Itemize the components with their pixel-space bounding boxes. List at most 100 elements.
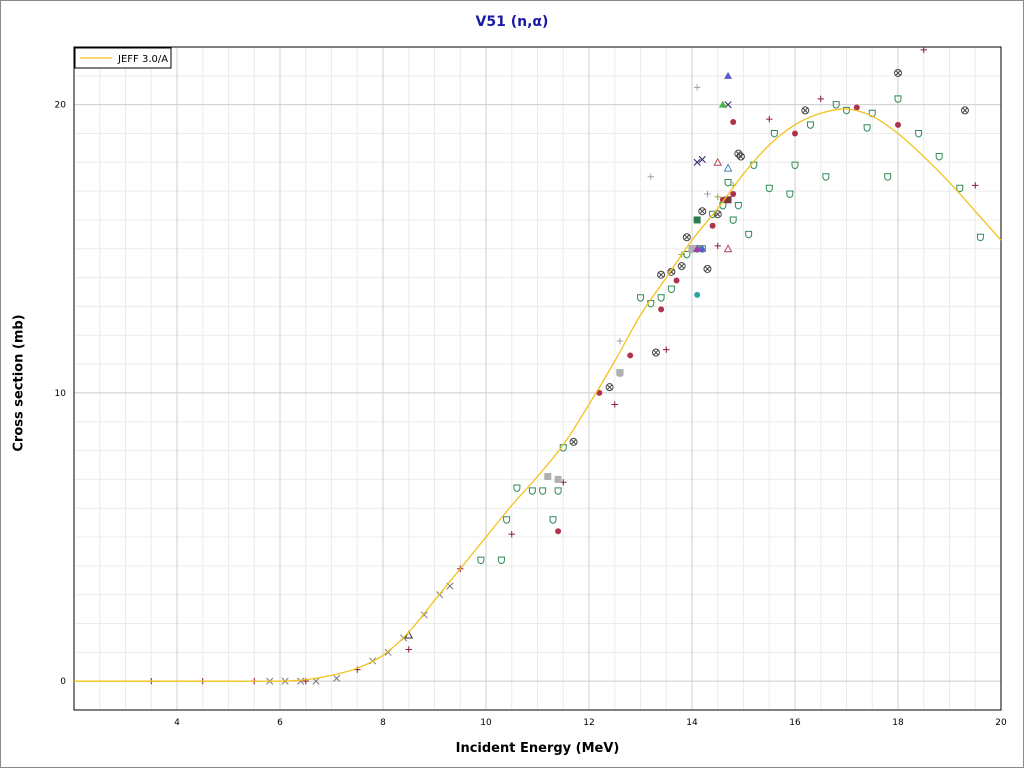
data-point bbox=[508, 530, 515, 538]
data-point bbox=[734, 202, 742, 210]
data-point bbox=[770, 129, 778, 138]
data-point bbox=[694, 291, 701, 298]
data-point bbox=[960, 106, 969, 115]
data-point bbox=[786, 190, 794, 199]
data-point bbox=[616, 369, 624, 377]
y-tick-label: 0 bbox=[60, 677, 66, 687]
data-point bbox=[745, 230, 753, 239]
data-point bbox=[333, 674, 341, 682]
data-point bbox=[765, 184, 773, 193]
x-tick-label: 16 bbox=[789, 718, 801, 728]
data-point bbox=[657, 294, 665, 302]
data-point bbox=[605, 383, 614, 392]
data-point bbox=[956, 184, 964, 193]
data-point bbox=[843, 106, 850, 115]
y-tick-label: 10 bbox=[55, 389, 67, 399]
data-point bbox=[853, 104, 860, 111]
data-point bbox=[667, 285, 675, 294]
legend-box bbox=[74, 47, 172, 69]
data-point bbox=[698, 155, 706, 163]
x-tick-label: 10 bbox=[480, 718, 492, 728]
data-point bbox=[801, 106, 810, 115]
data-point bbox=[709, 222, 716, 229]
data-point bbox=[651, 348, 660, 357]
x-tick-label: 4 bbox=[174, 718, 180, 728]
data-point bbox=[544, 473, 552, 481]
data-point bbox=[884, 173, 892, 181]
data-point bbox=[503, 516, 511, 524]
data-point bbox=[539, 487, 547, 495]
x-tick-label: 18 bbox=[892, 718, 904, 728]
data-point bbox=[719, 202, 727, 210]
minor-grid bbox=[73, 46, 1002, 711]
data-point bbox=[703, 264, 712, 273]
data-point bbox=[673, 277, 680, 284]
data-point bbox=[709, 210, 717, 219]
data-point bbox=[895, 121, 901, 128]
data-point bbox=[915, 129, 923, 138]
data-point bbox=[616, 337, 624, 345]
data-point bbox=[894, 68, 903, 77]
data-point bbox=[693, 244, 702, 252]
legend: JEFF 3.0/A bbox=[74, 47, 172, 69]
data-point bbox=[693, 84, 701, 91]
data-point bbox=[497, 556, 505, 565]
data-point bbox=[724, 71, 733, 79]
data-point bbox=[477, 556, 485, 565]
data-point bbox=[302, 677, 309, 685]
x-tick-label: 20 bbox=[995, 718, 1007, 728]
data-point bbox=[920, 46, 927, 54]
data-point bbox=[935, 153, 943, 161]
data-point bbox=[713, 157, 723, 166]
data-point bbox=[698, 207, 707, 216]
data-point bbox=[693, 158, 701, 166]
data-point bbox=[682, 233, 691, 242]
series-line-jeff bbox=[74, 108, 1002, 682]
data-point bbox=[677, 262, 686, 271]
data-point bbox=[832, 101, 840, 109]
axis-ticks: 4 6 8 10 12 14 16 18 20 0 10 20 bbox=[55, 101, 1007, 728]
data-point bbox=[714, 193, 721, 201]
data-point bbox=[596, 389, 603, 396]
data-point bbox=[730, 191, 737, 198]
data-point bbox=[718, 100, 727, 108]
data-point bbox=[894, 95, 902, 103]
data-point bbox=[569, 437, 578, 446]
data-point bbox=[637, 294, 644, 302]
data-point bbox=[792, 130, 798, 137]
data-point bbox=[724, 178, 732, 187]
data-point bbox=[513, 484, 521, 493]
data-point bbox=[627, 352, 634, 359]
data-point bbox=[555, 528, 562, 535]
data-point bbox=[528, 487, 536, 495]
data-point bbox=[730, 118, 737, 125]
data-point bbox=[554, 487, 562, 495]
data-point bbox=[976, 233, 984, 242]
data-point bbox=[766, 115, 773, 123]
x-tick-label: 6 bbox=[277, 718, 283, 728]
data-point bbox=[723, 244, 733, 253]
data-point bbox=[297, 677, 305, 685]
x-tick-label: 8 bbox=[380, 718, 386, 728]
data-point bbox=[817, 95, 824, 103]
data-point bbox=[658, 306, 665, 313]
chart-title: V51 (n,α) bbox=[475, 14, 549, 30]
data-point bbox=[723, 163, 733, 172]
data-point bbox=[549, 516, 557, 524]
data-point bbox=[729, 216, 737, 224]
data-point bbox=[822, 173, 830, 181]
experimental-data bbox=[148, 46, 984, 685]
data-point bbox=[714, 242, 721, 250]
data-point bbox=[972, 182, 979, 189]
y-tick-label: 20 bbox=[55, 101, 67, 111]
data-point bbox=[554, 475, 562, 483]
data-point bbox=[704, 190, 711, 198]
data-point bbox=[611, 401, 618, 408]
data-point bbox=[688, 245, 696, 253]
x-axis-label: Incident Energy (MeV) bbox=[455, 741, 620, 756]
x-tick-label: 14 bbox=[686, 718, 698, 728]
data-point bbox=[693, 216, 701, 224]
data-point bbox=[719, 196, 726, 203]
legend-label: JEFF 3.0/A bbox=[117, 54, 168, 65]
